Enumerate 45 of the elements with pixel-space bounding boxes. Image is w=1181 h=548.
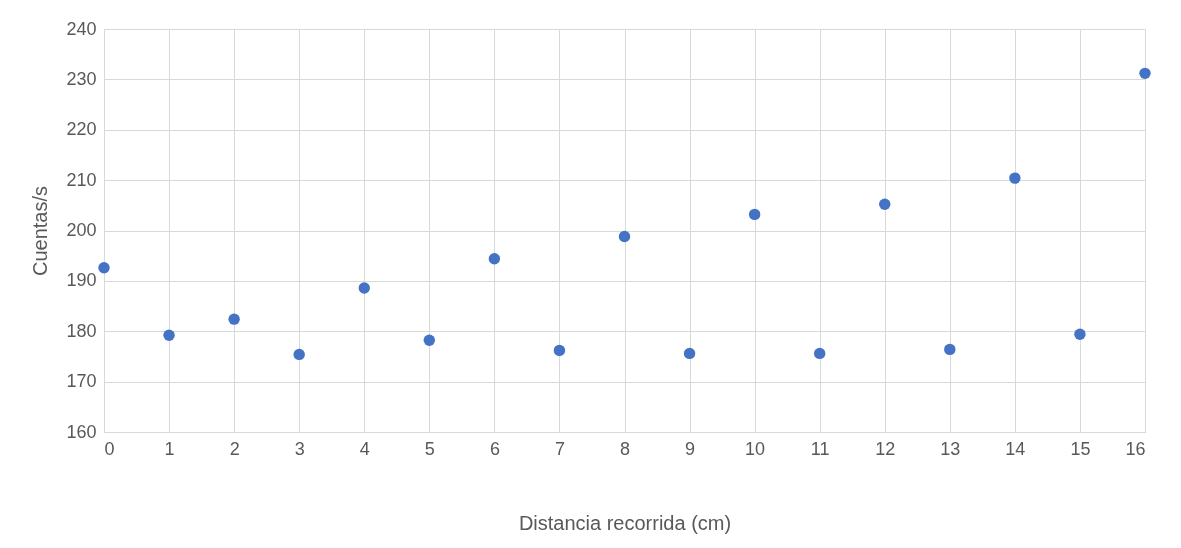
y-tick-label: 190 [66, 270, 97, 291]
point [879, 198, 891, 210]
x-tick-label: 11 [810, 438, 830, 459]
x-tick-label: 16 [1125, 438, 1146, 459]
x-tick-label: 6 [489, 438, 500, 459]
y-tick-label: 180 [66, 320, 97, 341]
x-tick-label: 2 [229, 438, 240, 459]
x-axis-title: Distancia recorrida (cm) [518, 511, 732, 534]
y-tick-label: 210 [66, 169, 97, 190]
point [488, 253, 501, 265]
point [1009, 172, 1021, 184]
point [163, 329, 175, 341]
x-tick-label: 4 [359, 438, 370, 459]
y-axis-title: Cuentas/s [29, 185, 52, 277]
point [944, 343, 956, 356]
point [228, 313, 240, 325]
x-tick-label: 12 [875, 438, 896, 459]
x-tick-label: 13 [940, 438, 961, 459]
x-tick-label: 8 [619, 438, 631, 459]
x-tick-label: 14 [1005, 438, 1026, 459]
point [293, 348, 305, 361]
y-tick-label: 240 [66, 18, 97, 39]
point [618, 230, 631, 243]
x-tick-label: 10 [745, 438, 766, 459]
point [813, 347, 826, 360]
x-tick-label: 1 [164, 438, 175, 459]
x-tick-label: 3 [294, 438, 305, 459]
point [423, 334, 436, 347]
y-tick-label: 200 [66, 220, 97, 240]
point [1074, 328, 1086, 340]
x-tick-label: 0 [104, 438, 115, 459]
point [553, 344, 566, 357]
x-tick-label: 15 [1070, 438, 1091, 459]
point [748, 208, 761, 221]
y-tick-label: 170 [66, 371, 97, 392]
point [98, 262, 110, 274]
x-tick-label: 7 [554, 438, 565, 459]
point [358, 282, 370, 294]
x-tick-label: 5 [424, 438, 435, 459]
point [683, 347, 696, 360]
x-tick-label: 9 [685, 438, 696, 459]
point [1139, 67, 1151, 80]
y-tick-label: 160 [66, 421, 97, 442]
y-tick-label: 230 [66, 68, 97, 89]
y-tick-label: 220 [66, 119, 97, 140]
